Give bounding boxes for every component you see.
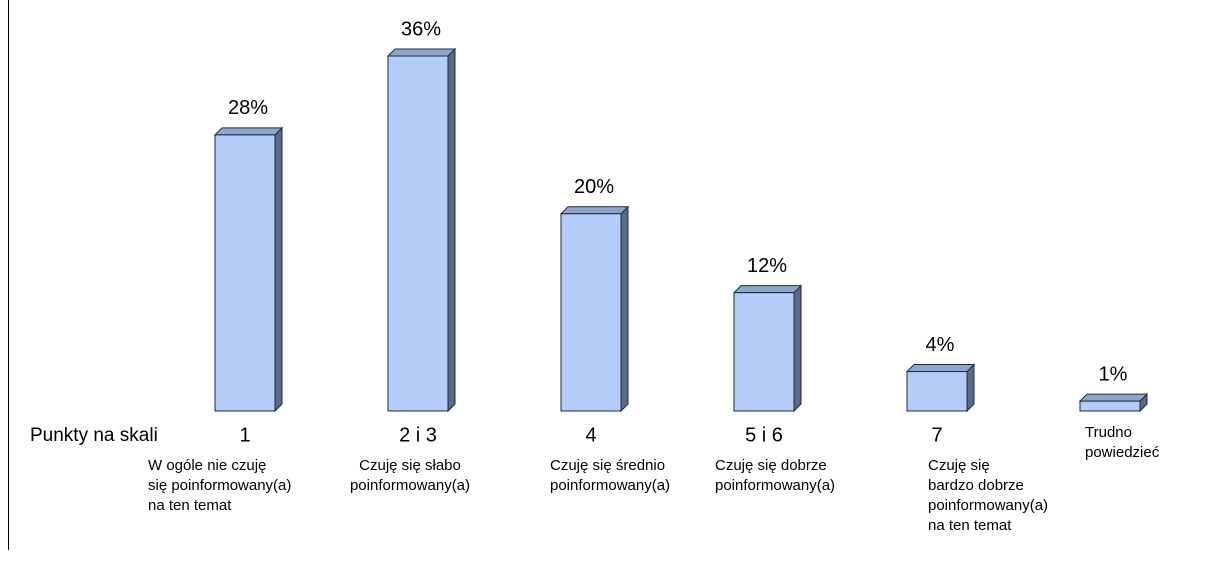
category-description: poinformowany(a) [928, 497, 1048, 514]
bar-side [274, 126, 283, 413]
bar-top [386, 48, 457, 57]
category-description: się poinformowany(a) [148, 477, 291, 494]
bar [732, 284, 803, 413]
value-label: 28% [228, 97, 268, 119]
bar-side [793, 284, 802, 413]
x-tick-label: 1 [239, 424, 250, 446]
x-tick-label: 5 i 6 [745, 424, 783, 446]
category-description: poinformowany(a) [350, 477, 470, 494]
bar-front [733, 292, 795, 412]
category-description: Czuję się słabo [359, 457, 461, 474]
bar [213, 126, 284, 413]
category-description: Trudno [1085, 424, 1132, 441]
category-description: poinformowany(a) [550, 477, 670, 494]
category-description: Czuję się [928, 457, 990, 474]
bar-top [213, 127, 284, 136]
category-description: na ten temat [928, 517, 1012, 534]
x-tick-label: 7 [931, 424, 942, 446]
bar-top [1078, 393, 1149, 402]
category-description: na ten temat [148, 497, 232, 514]
category-description: W ogóle nie czuję [148, 457, 266, 474]
category-description: powiedzieć [1085, 444, 1160, 461]
bar [559, 205, 630, 413]
value-label: 4% [926, 334, 955, 356]
bar-front [387, 55, 449, 412]
bar-side [620, 205, 629, 413]
bar-side [966, 363, 975, 413]
bar-top [905, 364, 976, 373]
bar-front [1079, 400, 1141, 412]
x-tick-label: 4 [585, 424, 596, 446]
category-description: poinformowany(a) [715, 477, 835, 494]
bar [1078, 392, 1149, 413]
value-label: 36% [401, 18, 441, 40]
value-label: 1% [1099, 363, 1128, 385]
bar-front [560, 213, 622, 412]
x-tick-label: 2 i 3 [399, 424, 437, 446]
value-label: 20% [574, 176, 614, 198]
category-description: Czuję się średnio [550, 457, 665, 474]
bar-side [447, 47, 456, 413]
bar-top [559, 206, 630, 215]
bar [905, 363, 976, 413]
bar-front [906, 371, 968, 412]
category-description: bardzo dobrze [928, 477, 1024, 494]
value-label: 12% [747, 255, 787, 277]
x-axis-title: Punkty na skali [30, 425, 158, 446]
bar [386, 47, 457, 413]
category-description: Czuję się dobrze [715, 457, 827, 474]
bar-front [214, 134, 276, 412]
bar-top [732, 285, 803, 294]
